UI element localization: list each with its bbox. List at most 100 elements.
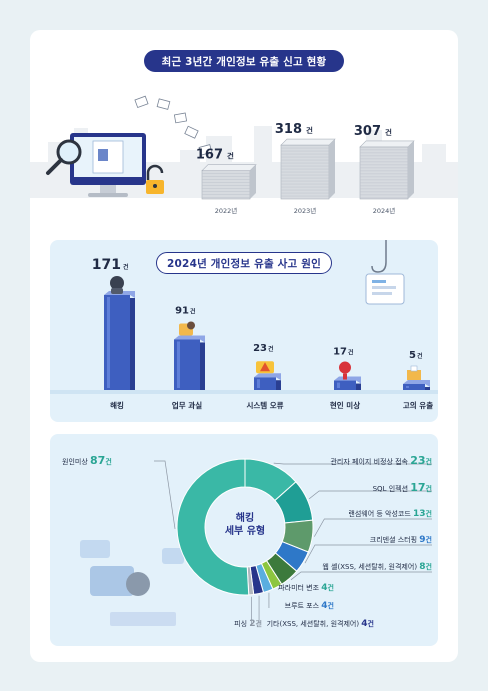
trend-chart: 167 건 2022년 318 건 2023년 307 건 2024년 bbox=[30, 95, 458, 215]
donut-label-text: 브루트 포스 bbox=[284, 602, 322, 610]
cause-bar-4 bbox=[403, 380, 430, 390]
donut-label-value: 13 bbox=[413, 509, 426, 519]
cause-category-label: 해킹 bbox=[110, 400, 124, 410]
computer-monitor-icon bbox=[70, 133, 146, 197]
cause-unit-label: 건 bbox=[190, 307, 196, 315]
donut-label-unit: 건 bbox=[425, 485, 432, 493]
donut-center-line2: 세부 유형 bbox=[224, 526, 266, 537]
donut-label-value: 23 bbox=[410, 454, 426, 467]
donut-leader-line bbox=[304, 544, 432, 564]
donut-center-line1: 해킹 bbox=[235, 513, 255, 524]
cause-bar-1 bbox=[174, 335, 205, 390]
donut-label-value: 4 bbox=[361, 619, 368, 629]
donut-label-unit: 건 bbox=[425, 458, 432, 466]
cause-icon-0 bbox=[110, 276, 124, 294]
donut-label-9: 원인미상 87건 bbox=[62, 454, 112, 467]
cause-value-label: 5 bbox=[409, 350, 416, 361]
donut-label-text: 기타(XSS, 세션탈취, 원격제어) bbox=[266, 620, 362, 628]
donut-label-3: 크리덴셜 스터핑 9건 bbox=[370, 535, 432, 545]
donut-label-value: 4 bbox=[321, 601, 328, 611]
donut-center-label: 해킹 세부 유형 bbox=[220, 512, 270, 538]
cause-icon-3 bbox=[339, 361, 351, 380]
hacking-panel: 해킹 세부 유형 관리자 페이지 비정상 접속 23건 SQL 인젝션 17건 랜섬… bbox=[50, 434, 438, 646]
cause-bar-3 bbox=[334, 376, 361, 390]
trend-unit-label: 건 bbox=[385, 127, 392, 137]
donut-label-8: 피싱 2건 bbox=[234, 619, 262, 629]
trend-unit-label: 건 bbox=[306, 125, 313, 135]
causes-title: 2024년 개인정보 유출 사고 원인 bbox=[156, 252, 332, 274]
donut-label-0: 관리자 페이지 비정상 접속 23건 bbox=[330, 454, 432, 467]
cause-value-label: 171 bbox=[92, 257, 121, 273]
hacking-donut-chart bbox=[80, 458, 432, 626]
donut-label-unit: 건 bbox=[367, 620, 374, 628]
cause-unit-label: 건 bbox=[268, 345, 274, 353]
trend-value-label: 318 bbox=[275, 122, 302, 137]
donut-label-unit: 건 bbox=[425, 536, 432, 544]
infographic-card: 최근 3년간 개인정보 유출 신고 현황 bbox=[30, 30, 458, 662]
cause-category-label: 고의 유출 bbox=[403, 400, 433, 410]
trend-bar-1 bbox=[280, 138, 336, 200]
donut-label-unit: 건 bbox=[327, 584, 334, 592]
cause-bar-2 bbox=[254, 373, 281, 390]
donut-slice-9 bbox=[176, 458, 250, 596]
donut-label-2: 랜섬웨어 등 악성코드 13건 bbox=[348, 509, 432, 519]
donut-label-text: 랜섬웨어 등 악성코드 bbox=[348, 510, 414, 518]
donut-label-4: 웹 셸(XSS, 세션탈취, 원격제어) 8건 bbox=[322, 562, 432, 572]
hacker-laptop-icon bbox=[80, 540, 184, 626]
donut-label-unit: 건 bbox=[105, 458, 112, 466]
cause-bar-0 bbox=[104, 291, 135, 390]
donut-label-7: 기타(XSS, 세션탈취, 원격제어) 4건 bbox=[267, 619, 374, 629]
trend-bar-0 bbox=[201, 164, 257, 200]
donut-label-unit: 건 bbox=[255, 620, 262, 628]
fishing-hook-icon bbox=[365, 240, 405, 305]
donut-label-unit: 건 bbox=[327, 602, 334, 610]
donut-leader-line bbox=[154, 460, 176, 529]
trend-value-label: 307 bbox=[354, 124, 381, 139]
donut-label-6: 브루트 포스 4건 bbox=[285, 601, 334, 611]
trend-category-label: 2023년 bbox=[294, 206, 317, 215]
donut-label-value: 8 bbox=[419, 562, 426, 572]
cause-value-label: 91 bbox=[175, 305, 189, 316]
cause-icon-4 bbox=[407, 365, 421, 380]
trend-unit-label: 건 bbox=[227, 151, 234, 161]
donut-label-value: 17 bbox=[410, 481, 426, 494]
donut-label-text: 피싱 bbox=[234, 620, 250, 628]
donut-leader-line bbox=[308, 490, 432, 500]
flying-documents-icon bbox=[134, 95, 213, 156]
cause-unit-label: 건 bbox=[123, 263, 129, 271]
trend-bar-2 bbox=[359, 140, 415, 200]
trend-value-label: 167 bbox=[196, 148, 223, 163]
donut-leader-line bbox=[273, 462, 432, 465]
donut-label-text: SQL 인젝션 bbox=[372, 485, 411, 493]
cause-category-label: 현인 미상 bbox=[330, 400, 360, 410]
trend-category-label: 2024년 bbox=[373, 206, 396, 215]
cause-icon-2 bbox=[256, 361, 274, 374]
donut-label-5: 파라미터 변조 4건 bbox=[278, 583, 334, 593]
cause-value-label: 23 bbox=[253, 343, 267, 354]
cause-value-label: 17 bbox=[333, 347, 347, 358]
cause-category-label: 시스템 오류 bbox=[246, 400, 283, 410]
donut-leader-line bbox=[314, 518, 432, 537]
donut-label-value: 4 bbox=[321, 583, 328, 593]
magnifier-icon bbox=[46, 139, 82, 175]
cause-unit-label: 건 bbox=[348, 349, 354, 357]
open-lock-icon bbox=[146, 164, 164, 194]
donut-label-text: 웹 셸(XSS, 세션탈취, 원격제어) bbox=[322, 563, 420, 571]
cause-category-label: 업무 과실 bbox=[172, 400, 202, 410]
cause-unit-label: 건 bbox=[417, 352, 423, 360]
cause-icon-1 bbox=[179, 321, 195, 336]
trend-category-label: 2022년 bbox=[215, 206, 238, 215]
donut-label-text: 원인미상 bbox=[62, 458, 90, 466]
donut-label-text: 파라미터 변조 bbox=[278, 584, 322, 592]
donut-label-value: 87 bbox=[90, 454, 106, 467]
trend-section: 최근 3년간 개인정보 유출 신고 현황 bbox=[30, 30, 458, 230]
donut-label-value: 2 bbox=[249, 619, 256, 629]
donut-label-text: 크리덴셜 스터핑 bbox=[369, 536, 420, 544]
donut-label-1: SQL 인젝션 17건 bbox=[373, 481, 432, 494]
donut-label-unit: 건 bbox=[425, 510, 432, 518]
donut-label-text: 관리자 페이지 비정상 접속 bbox=[330, 458, 411, 466]
donut-label-value: 9 bbox=[419, 535, 426, 545]
donut-label-unit: 건 bbox=[425, 563, 432, 571]
donut-leader-line bbox=[290, 571, 432, 581]
